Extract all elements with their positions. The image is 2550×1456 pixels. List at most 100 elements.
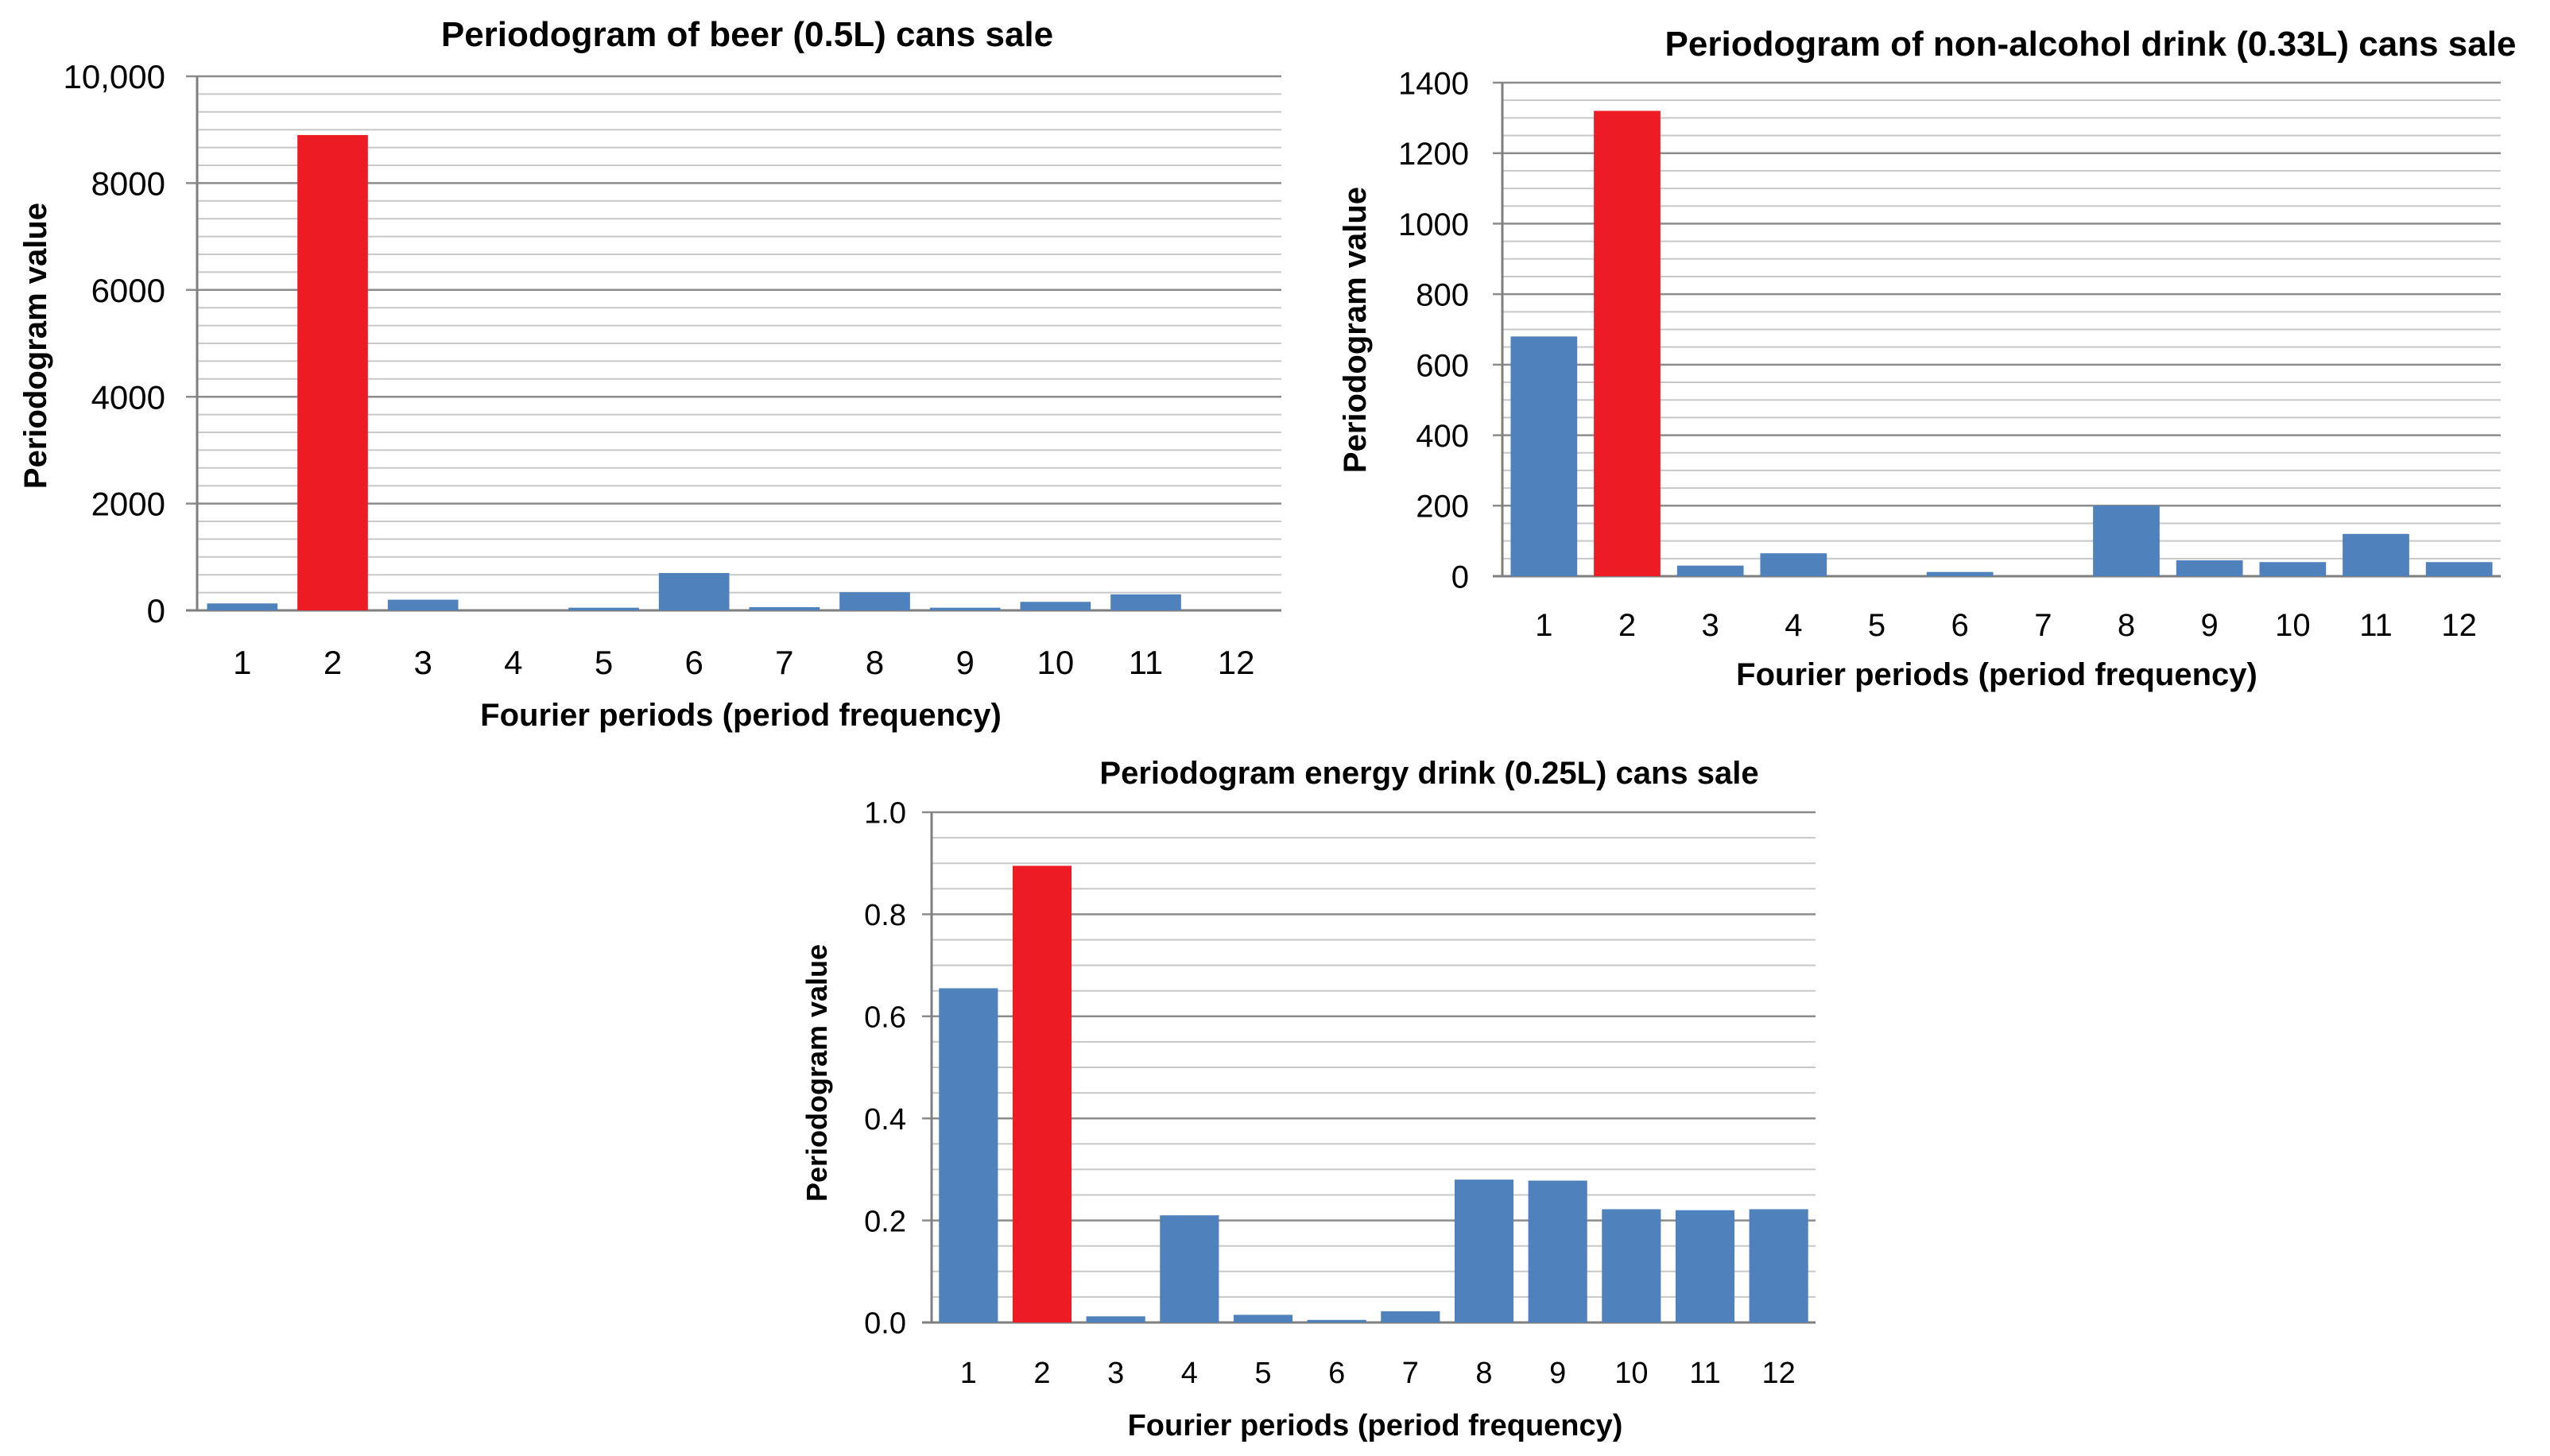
chart-energy-ylabel: Periodogram value: [800, 944, 833, 1202]
y-tick-label: 1200: [1398, 137, 1469, 172]
x-tick-label: 6: [1951, 608, 1969, 643]
bar-nonalcohol-3: [1676, 565, 1744, 576]
x-tick-label: 12: [1762, 1357, 1796, 1390]
bar-nonalcohol-8: [2093, 505, 2160, 576]
x-tick-label: 10: [1614, 1357, 1648, 1390]
bar-energy-8: [1454, 1179, 1514, 1322]
y-tick-label: 6000: [91, 272, 165, 309]
bar-energy-7: [1381, 1311, 1440, 1322]
x-tick-label: 5: [1868, 608, 1885, 643]
bar-nonalcohol-1: [1510, 336, 1578, 576]
y-tick-label: 10,000: [64, 58, 165, 95]
x-tick-label: 1: [1535, 608, 1552, 643]
x-tick-label: 7: [775, 644, 793, 681]
chart-beer: Periodogram of beer (0.5L) cans sale Per…: [18, 15, 1281, 733]
bar-energy-10: [1602, 1209, 1661, 1322]
bar-nonalcohol-9: [2176, 560, 2243, 576]
x-tick-label: 2: [1618, 608, 1636, 643]
y-tick-label: 800: [1416, 278, 1469, 313]
y-tick-label: 0: [147, 592, 165, 629]
chart-nonalcohol: Periodogram of non-alcohol drink (0.33L)…: [1338, 25, 2516, 692]
bar-energy-12: [1749, 1209, 1808, 1322]
bar-beer-8: [839, 592, 910, 610]
x-tick-label: 8: [1475, 1357, 1492, 1390]
x-tick-label: 1: [960, 1357, 977, 1390]
bar-energy-9: [1528, 1180, 1587, 1322]
y-tick-label: 0.6: [864, 1001, 906, 1034]
bar-beer-2: [297, 134, 368, 611]
bar-energy-3: [1086, 1316, 1145, 1322]
y-tick-label: 1000: [1398, 207, 1469, 242]
bar-beer-3: [387, 599, 459, 610]
x-tick-label: 11: [1129, 644, 1164, 681]
y-tick-label: 400: [1416, 419, 1469, 454]
y-tick-label: 2000: [91, 486, 165, 523]
x-tick-label: 9: [2201, 608, 2219, 643]
y-tick-label: 1.0: [864, 797, 906, 831]
chart-beer-ylabel: Periodogram value: [18, 203, 53, 489]
x-tick-label: 5: [595, 644, 613, 681]
x-tick-label: 2: [1033, 1357, 1050, 1390]
bar-energy-1: [939, 988, 998, 1322]
bar-nonalcohol-4: [1760, 553, 1827, 576]
y-tick-label: 600: [1416, 348, 1469, 383]
chart-energy-title: Periodogram energy drink (0.25L) cans sa…: [1099, 756, 1758, 791]
x-tick-label: 1: [233, 644, 251, 681]
chart-energy-plot: 0.00.20.40.60.81.01 2 3 4 5 6 7 8 9 10 11 12: [864, 797, 1816, 1390]
y-tick-label: 0.2: [864, 1205, 906, 1238]
chart-energy: Periodogram energy drink (0.25L) cans sa…: [800, 756, 1816, 1442]
bar-energy-4: [1160, 1215, 1219, 1322]
y-tick-label: 200: [1416, 490, 1469, 525]
bar-beer-7: [749, 606, 820, 610]
chart-beer-title: Periodogram of beer (0.5L) cans sale: [441, 15, 1053, 54]
bar-nonalcohol-2: [1594, 110, 1661, 576]
bar-beer-11: [1110, 594, 1181, 610]
x-tick-label: 2: [324, 644, 342, 681]
x-tick-label: 3: [1702, 608, 1719, 643]
x-tick-label: 9: [955, 644, 974, 681]
chart-nonalcohol-ylabel: Periodogram value: [1338, 187, 1373, 473]
chart-beer-xlabel: Fourier periods (period frequency): [480, 698, 1002, 733]
x-tick-label: 12: [2441, 608, 2477, 643]
bar-nonalcohol-12: [2425, 562, 2493, 576]
bar-nonalcohol-11: [2343, 533, 2409, 576]
bar-beer-1: [207, 603, 278, 610]
y-tick-label: 8000: [91, 165, 165, 203]
y-tick-label: 0: [1451, 560, 1469, 594]
y-tick-label: 1400: [1398, 66, 1469, 101]
x-tick-label: 8: [866, 644, 884, 681]
bar-energy-6: [1307, 1319, 1366, 1322]
bar-nonalcohol-10: [2259, 562, 2327, 576]
bar-energy-2: [1012, 865, 1072, 1322]
x-tick-label: 6: [684, 644, 703, 681]
y-tick-label: 0.4: [864, 1103, 906, 1137]
x-tick-label: 6: [1328, 1357, 1345, 1390]
chart-nonalcohol-xlabel: Fourier periods (period frequency): [1736, 657, 2257, 692]
bar-beer-9: [929, 607, 1001, 610]
chart-energy-xlabel: Fourier periods (period frequency): [1128, 1409, 1623, 1442]
x-tick-label: 8: [2118, 608, 2135, 643]
bar-beer-5: [568, 607, 639, 610]
x-tick-label: 4: [1785, 608, 1802, 643]
x-tick-label: 5: [1254, 1357, 1271, 1390]
x-tick-label: 3: [413, 644, 432, 681]
x-tick-label: 7: [2034, 608, 2052, 643]
x-tick-label: 9: [1549, 1357, 1566, 1390]
x-tick-label: 7: [1402, 1357, 1419, 1390]
x-tick-label: 10: [1037, 644, 1074, 681]
x-tick-label: 4: [504, 644, 522, 681]
y-tick-label: 0.0: [864, 1307, 906, 1341]
bar-beer-6: [658, 572, 730, 610]
x-tick-label: 4: [1181, 1357, 1198, 1390]
x-tick-label: 10: [2275, 608, 2311, 643]
bar-energy-11: [1675, 1210, 1735, 1322]
x-tick-label: 12: [1218, 644, 1255, 681]
chart-nonalcohol-title: Periodogram of non-alcohol drink (0.33L)…: [1665, 25, 2517, 64]
bar-beer-10: [1020, 602, 1091, 610]
x-tick-label: 11: [1689, 1357, 1720, 1390]
x-tick-label: 11: [2359, 608, 2393, 643]
y-tick-label: 0.8: [864, 899, 906, 932]
bar-nonalcohol-6: [1926, 571, 1994, 576]
